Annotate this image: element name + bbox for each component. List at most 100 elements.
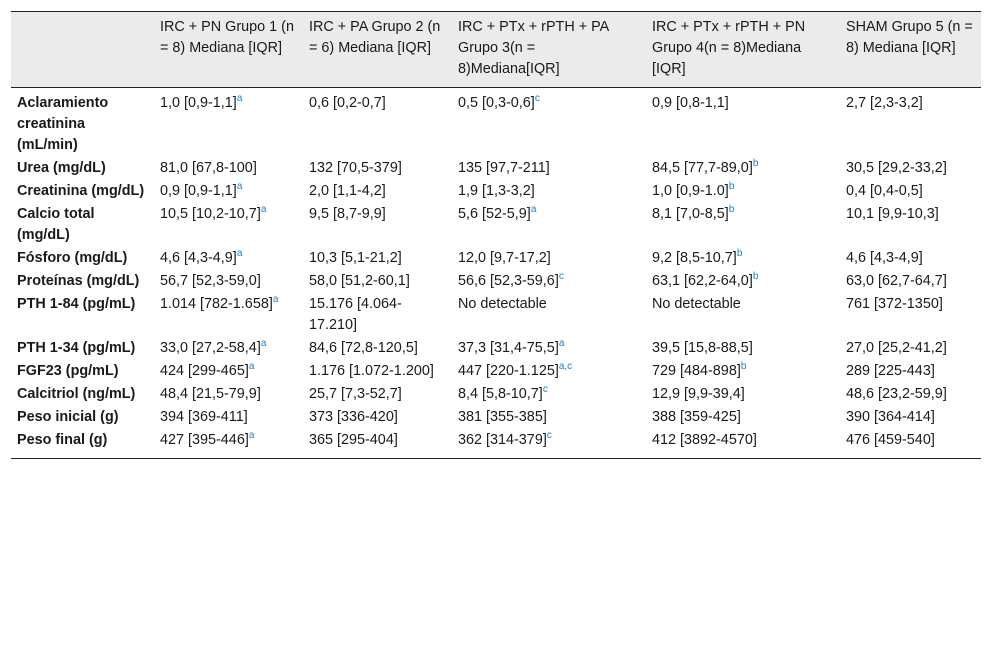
cell-value: 729 [484-898] <box>652 363 741 379</box>
cell-value: 0,6 [0,2-0,7] <box>309 95 386 111</box>
significance-superscript: a <box>260 204 267 216</box>
table-row: PTH 1-34 (pg/mL) 33,0 [27,2-58,4]a 84,6 [7… <box>11 337 981 360</box>
table-cell: 476 [459-540] <box>840 429 981 459</box>
table-cell: 12,9 [9,9-39,4] <box>646 383 840 406</box>
table-cell: 5,6 [52-5,9]a <box>452 203 646 247</box>
table-row: Peso inicial (g) 394 [369-411] 373 [336-42… <box>11 406 981 429</box>
row-label: Creatinina (mg/dL) <box>17 183 145 199</box>
significance-superscript: a,c <box>558 361 573 373</box>
table-row: Aclaramiento creatinina (mL/min) 1,0 [0,9… <box>11 88 981 158</box>
cell-value: 81,0 [67,8-100] <box>160 160 257 176</box>
cell-value: 132 [70,5-379] <box>309 160 402 176</box>
cell-value: 476 [459-540] <box>846 432 935 448</box>
table-cell: 8,4 [5,8-10,7]c <box>452 383 646 406</box>
cell-value: 0,5 [0,3-0,6] <box>458 95 535 111</box>
table-row: Calcio total (mg/dL) 10,5 [10,2-10,7]a 9,5… <box>11 203 981 247</box>
cell-value: 8,1 [7,0-8,5] <box>652 206 729 222</box>
cell-value: 0,4 [0,4-0,5] <box>846 183 923 199</box>
table-cell: 0,5 [0,3-0,6]c <box>452 88 646 158</box>
table-cell: 48,4 [21,5-79,9] <box>154 383 303 406</box>
table-row: Proteínas (mg/dL) 56,7 [52,3-59,0] 58,0 [5… <box>11 270 981 293</box>
cell-value: 1,0 [0,9-1,1] <box>160 95 237 111</box>
cell-value: 30,5 [29,2-33,2] <box>846 160 947 176</box>
row-label: Calcio total (mg/dL) <box>17 206 95 243</box>
cell-value: 5,6 [52-5,9] <box>458 206 531 222</box>
significance-superscript: c <box>546 430 552 442</box>
row-label: Calcitriol (ng/mL) <box>17 386 136 402</box>
column-header-5: SHAM Grupo 5 (n = 8) Mediana [IQR] <box>846 19 973 56</box>
significance-superscript: b <box>752 271 759 283</box>
significance-superscript: b <box>752 158 759 170</box>
row-label: Urea (mg/dL) <box>17 160 106 176</box>
table-row: Creatinina (mg/dL) 0,9 [0,9-1,1]a 2,0 [1,1… <box>11 180 981 203</box>
table-cell: 1,0 [0,9-1,1]a <box>154 88 303 158</box>
table-cell: 2,0 [1,1-4,2] <box>303 180 452 203</box>
significance-superscript: c <box>542 384 548 396</box>
cell-value: 4,6 [4,3-4,9] <box>846 250 923 266</box>
cell-value: 427 [395-446] <box>160 432 249 448</box>
results-table-container: IRC + PN Grupo 1 (n = 8) Mediana [IQR] IR… <box>11 11 981 459</box>
significance-superscript: b <box>728 204 735 216</box>
row-label: Fósforo (mg/dL) <box>17 250 128 266</box>
table-cell: 48,6 [23,2-59,9] <box>840 383 981 406</box>
row-label: Peso inicial (g) <box>17 409 119 425</box>
table-cell: 365 [295-404] <box>303 429 452 459</box>
cell-value: 48,6 [23,2-59,9] <box>846 386 947 402</box>
table-cell: 0,6 [0,2-0,7] <box>303 88 452 158</box>
cell-value: 56,6 [52,3-59,6] <box>458 273 559 289</box>
significance-superscript: a <box>248 361 255 373</box>
cell-value: 447 [220-1.125] <box>458 363 559 379</box>
table-row: Calcitriol (ng/mL) 48,4 [21,5-79,9] 25,7 [… <box>11 383 981 406</box>
cell-value: 37,3 [31,4-75,5] <box>458 340 559 356</box>
table-cell: 58,0 [51,2-60,1] <box>303 270 452 293</box>
table-cell: 30,5 [29,2-33,2] <box>840 157 981 180</box>
table-body: Aclaramiento creatinina (mL/min) 1,0 [0,9… <box>11 88 981 459</box>
cell-value: 289 [225-443] <box>846 363 935 379</box>
cell-value: 1,0 [0,9-1.0] <box>652 183 729 199</box>
table-cell: 84,6 [72,8-120,5] <box>303 337 452 360</box>
table-cell: 15.176 [4.064-17.210] <box>303 293 452 337</box>
table-cell: 33,0 [27,2-58,4]a <box>154 337 303 360</box>
table-row: FGF23 (pg/mL) 424 [299-465]a 1.176 [1.072-… <box>11 360 981 383</box>
table-cell: 2,7 [2,3-3,2] <box>840 88 981 158</box>
significance-superscript: c <box>558 271 564 283</box>
table-cell: 390 [364-414] <box>840 406 981 429</box>
significance-superscript: a <box>236 181 243 193</box>
table-cell: 12,0 [9,7-17,2] <box>452 247 646 270</box>
significance-superscript: a <box>272 294 279 306</box>
cell-value: 135 [97,7-211] <box>458 160 550 176</box>
row-label: Proteínas (mg/dL) <box>17 273 140 289</box>
cell-value: 8,4 [5,8-10,7] <box>458 386 543 402</box>
cell-value: 63,1 [62,2-64,0] <box>652 273 753 289</box>
cell-value: 412 [3892-4570] <box>652 432 757 448</box>
table-cell: No detectable <box>452 293 646 337</box>
table-row: PTH 1-84 (pg/mL) 1.014 [782-1.658]a 15.176… <box>11 293 981 337</box>
table-cell: 0,9 [0,9-1,1]a <box>154 180 303 203</box>
table-cell: 289 [225-443] <box>840 360 981 383</box>
table-cell: 1.176 [1.072-1.200] <box>303 360 452 383</box>
significance-superscript: b <box>736 248 743 260</box>
cell-value: 4,6 [4,3-4,9] <box>160 250 237 266</box>
cell-value: 10,3 [5,1-21,2] <box>309 250 402 266</box>
cell-value: 27,0 [25,2-41,2] <box>846 340 947 356</box>
cell-value: No detectable <box>458 296 547 312</box>
cell-value: 10,1 [9,9-10,3] <box>846 206 939 222</box>
table-cell: 10,3 [5,1-21,2] <box>303 247 452 270</box>
significance-superscript: b <box>728 181 735 193</box>
cell-value: 15.176 [4.064-17.210] <box>309 296 402 333</box>
cell-value: 9,5 [8,7-9,9] <box>309 206 386 222</box>
table-cell: 135 [97,7-211] <box>452 157 646 180</box>
table-cell: 761 [372-1350] <box>840 293 981 337</box>
cell-value: 373 [336-420] <box>309 409 398 425</box>
cell-value: 1.014 [782-1.658] <box>160 296 273 312</box>
table-cell: 25,7 [7,3-52,7] <box>303 383 452 406</box>
cell-value: 381 [355-385] <box>458 409 547 425</box>
column-header-1: IRC + PN Grupo 1 (n = 8) Mediana [IQR] <box>160 19 294 56</box>
significance-superscript: a <box>558 338 565 350</box>
table-cell: 447 [220-1.125]a,c <box>452 360 646 383</box>
cell-value: 84,5 [77,7-89,0] <box>652 160 753 176</box>
table-cell: 9,5 [8,7-9,9] <box>303 203 452 247</box>
cell-value: 84,6 [72,8-120,5] <box>309 340 418 356</box>
cell-value: 56,7 [52,3-59,0] <box>160 273 261 289</box>
cell-value: 25,7 [7,3-52,7] <box>309 386 402 402</box>
